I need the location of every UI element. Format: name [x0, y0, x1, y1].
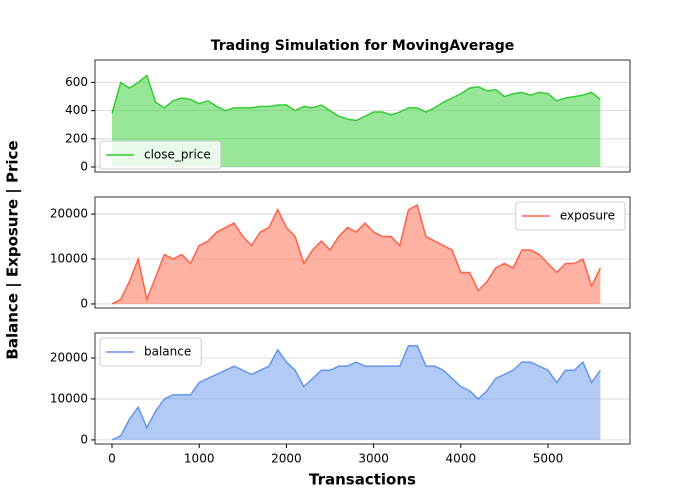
legend: balance — [99, 337, 202, 367]
x-tick-label: 2000 — [271, 452, 302, 466]
y-tick-label: 0 — [80, 296, 88, 310]
legend-label: balance — [144, 345, 191, 359]
legend-box — [99, 140, 222, 170]
y-tick-label: 200 — [65, 131, 88, 145]
y-tick-label: 20000 — [50, 207, 88, 221]
area-fill — [112, 205, 601, 304]
x-tick-label: 4000 — [446, 452, 477, 466]
y-tick-label: 10000 — [50, 391, 88, 405]
y-tick-label: 400 — [65, 103, 88, 117]
area-fill — [112, 345, 601, 440]
axes-frame — [94, 332, 631, 445]
legend: exposure — [515, 201, 626, 231]
y-axis-label: Balance | Exposure | Price — [4, 140, 23, 359]
y-tick-label: 20000 — [50, 350, 88, 364]
y-tick-label: 0 — [80, 432, 88, 446]
y-tick-label: 0 — [80, 159, 88, 173]
legend-box — [99, 337, 202, 367]
x-axis-label: Transactions — [309, 471, 416, 489]
line — [111, 203, 602, 305]
legend-label: exposure — [560, 209, 615, 223]
x-tick-label: 3000 — [358, 452, 389, 466]
legend: close_price — [99, 140, 222, 170]
y-tick-label: 600 — [65, 75, 88, 89]
line — [111, 344, 601, 441]
line — [111, 74, 601, 122]
chart-title: Trading Simulation for MovingAverage — [211, 38, 514, 54]
y-tick-label: 10000 — [50, 252, 88, 266]
axes-frame — [94, 59, 631, 173]
axes-frame — [94, 196, 631, 309]
legend-label: close_price — [144, 148, 211, 162]
x-tick-label: 0 — [108, 452, 116, 466]
x-tick-label: 1000 — [184, 452, 215, 466]
legend-box — [515, 201, 626, 231]
x-tick-label: 5000 — [533, 452, 564, 466]
